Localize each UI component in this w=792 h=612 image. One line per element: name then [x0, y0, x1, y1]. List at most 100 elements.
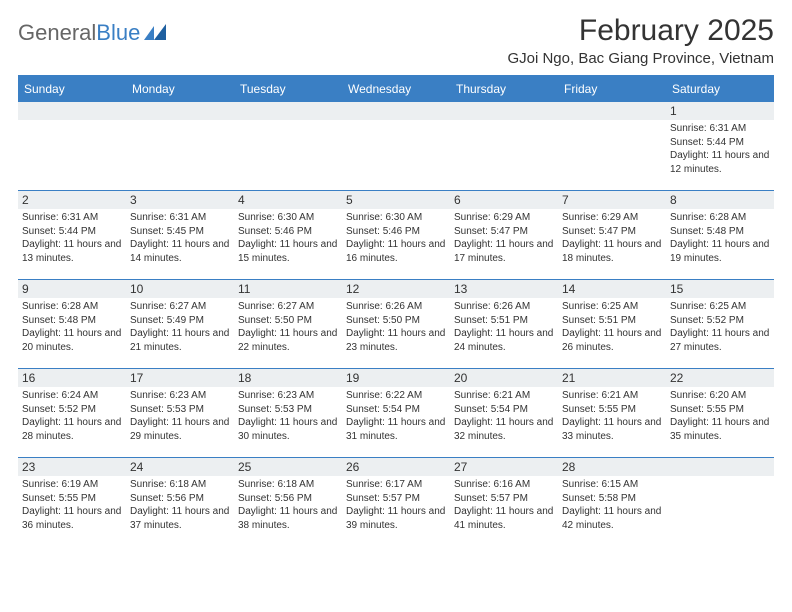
day-info: Sunrise: 6:25 AMSunset: 5:51 PMDaylight:… — [562, 300, 662, 354]
calendar-cell: 22 Sunrise: 6:20 AMSunset: 5:55 PMDayligh… — [666, 369, 774, 457]
day-info: Sunrise: 6:29 AMSunset: 5:47 PMDaylight:… — [454, 211, 554, 265]
daynum-empty — [18, 102, 126, 120]
daynum: 24 — [126, 458, 234, 476]
day-info: Sunrise: 6:21 AMSunset: 5:54 PMDaylight:… — [454, 389, 554, 443]
calendar-week: 23Sunrise: 6:19 AMSunset: 5:55 PMDayligh… — [18, 457, 774, 546]
calendar-cell: 5Sunrise: 6:30 AMSunset: 5:46 PMDaylight… — [342, 191, 450, 279]
title-block: February 2025 GJoi Ngo, Bac Giang Provin… — [507, 14, 774, 67]
logo-icon — [144, 20, 170, 46]
daynum: 4 — [234, 191, 342, 209]
calendar-cell: 15 Sunrise: 6:25 AMSunset: 5:52 PMDayligh… — [666, 280, 774, 368]
day-info: Sunrise: 6:23 AMSunset: 5:53 PMDaylight:… — [130, 389, 230, 443]
calendar-cell: 7 Sunrise: 6:29 AMSunset: 5:47 PMDaylight… — [558, 191, 666, 279]
calendar-cell: 13 Sunrise: 6:26 AMSunset: 5:51 PMDayligh… — [450, 280, 558, 368]
calendar-cell: 8 Sunrise: 6:28 AMSunset: 5:48 PMDaylight… — [666, 191, 774, 279]
daynum: 19 — [342, 369, 450, 387]
daynum-empty — [342, 102, 450, 120]
weeks-container: 1 Sunrise: 6:31 AMSunset: 5:44 PMDaylight… — [18, 101, 774, 546]
calendar-week: 16Sunrise: 6:24 AMSunset: 5:52 PMDayligh… — [18, 368, 774, 457]
daynum-empty — [450, 102, 558, 120]
day-info: Sunrise: 6:28 AMSunset: 5:48 PMDaylight:… — [670, 211, 770, 265]
daynum: 9 — [18, 280, 126, 298]
day-info: Sunrise: 6:15 AMSunset: 5:58 PMDaylight:… — [562, 478, 662, 532]
daynum: 28 — [558, 458, 666, 476]
calendar-week: 2Sunrise: 6:31 AMSunset: 5:44 PMDaylight… — [18, 190, 774, 279]
month-title: February 2025 — [507, 14, 774, 48]
day-info: Sunrise: 6:24 AMSunset: 5:52 PMDaylight:… — [22, 389, 122, 443]
daynum: 7 — [558, 191, 666, 209]
calendar: Sunday Monday Tuesday Wednesday Thursday… — [18, 75, 774, 546]
daynum-empty — [558, 102, 666, 120]
daynum: 13 — [450, 280, 558, 298]
day-info: Sunrise: 6:19 AMSunset: 5:55 PMDaylight:… — [22, 478, 122, 532]
daynum: 20 — [450, 369, 558, 387]
weekday-friday: Friday — [558, 77, 666, 101]
daynum: 2 — [18, 191, 126, 209]
daynum: 3 — [126, 191, 234, 209]
calendar-cell: 27Sunrise: 6:16 AMSunset: 5:57 PMDayligh… — [450, 458, 558, 546]
day-info: Sunrise: 6:21 AMSunset: 5:55 PMDaylight:… — [562, 389, 662, 443]
day-info: Sunrise: 6:29 AMSunset: 5:47 PMDaylight:… — [562, 211, 662, 265]
calendar-cell — [342, 102, 450, 190]
day-info: Sunrise: 6:18 AMSunset: 5:56 PMDaylight:… — [238, 478, 338, 532]
calendar-cell — [126, 102, 234, 190]
day-info: Sunrise: 6:17 AMSunset: 5:57 PMDaylight:… — [346, 478, 446, 532]
daynum-empty — [234, 102, 342, 120]
calendar-cell — [666, 458, 774, 546]
calendar-cell: 26 Sunrise: 6:17 AMSunset: 5:57 PMDayligh… — [342, 458, 450, 546]
day-info: Sunrise: 6:26 AMSunset: 5:51 PMDaylight:… — [454, 300, 554, 354]
calendar-cell: 1 Sunrise: 6:31 AMSunset: 5:44 PMDaylight… — [666, 102, 774, 190]
daynum: 8 — [666, 191, 774, 209]
calendar-cell: 9Sunrise: 6:28 AMSunset: 5:48 PMDaylight… — [18, 280, 126, 368]
day-info: Sunrise: 6:27 AMSunset: 5:50 PMDaylight:… — [238, 300, 338, 354]
weekday-saturday: Saturday — [666, 77, 774, 101]
daynum: 6 — [450, 191, 558, 209]
daynum: 14 — [558, 280, 666, 298]
daynum: 22 — [666, 369, 774, 387]
weekday-header: Sunday Monday Tuesday Wednesday Thursday… — [18, 77, 774, 101]
daynum: 10 — [126, 280, 234, 298]
daynum: 12 — [342, 280, 450, 298]
weekday-sunday: Sunday — [18, 77, 126, 101]
calendar-cell: 24Sunrise: 6:18 AMSunset: 5:56 PMDayligh… — [126, 458, 234, 546]
calendar-cell: 25 Sunrise: 6:18 AMSunset: 5:56 PMDayligh… — [234, 458, 342, 546]
brand-part1: General — [18, 20, 96, 46]
day-info: Sunrise: 6:20 AMSunset: 5:55 PMDaylight:… — [670, 389, 770, 443]
calendar-cell — [450, 102, 558, 190]
day-info: Sunrise: 6:31 AMSunset: 5:45 PMDaylight:… — [130, 211, 230, 265]
calendar-cell: 11 Sunrise: 6:27 AMSunset: 5:50 PMDayligh… — [234, 280, 342, 368]
weekday-tuesday: Tuesday — [234, 77, 342, 101]
calendar-cell: 12Sunrise: 6:26 AMSunset: 5:50 PMDayligh… — [342, 280, 450, 368]
calendar-week: 9Sunrise: 6:28 AMSunset: 5:48 PMDaylight… — [18, 279, 774, 368]
calendar-cell — [558, 102, 666, 190]
day-info: Sunrise: 6:27 AMSunset: 5:49 PMDaylight:… — [130, 300, 230, 354]
day-info: Sunrise: 6:16 AMSunset: 5:57 PMDaylight:… — [454, 478, 554, 532]
daynum: 25 — [234, 458, 342, 476]
daynum: 1 — [666, 102, 774, 120]
calendar-cell: 23Sunrise: 6:19 AMSunset: 5:55 PMDayligh… — [18, 458, 126, 546]
calendar-cell: 2Sunrise: 6:31 AMSunset: 5:44 PMDaylight… — [18, 191, 126, 279]
calendar-cell: 18 Sunrise: 6:23 AMSunset: 5:53 PMDayligh… — [234, 369, 342, 457]
daynum: 15 — [666, 280, 774, 298]
calendar-cell: 4 Sunrise: 6:30 AMSunset: 5:46 PMDaylight… — [234, 191, 342, 279]
daynum: 21 — [558, 369, 666, 387]
weekday-thursday: Thursday — [450, 77, 558, 101]
daynum: 11 — [234, 280, 342, 298]
daynum-empty — [126, 102, 234, 120]
calendar-cell — [234, 102, 342, 190]
calendar-week: 1 Sunrise: 6:31 AMSunset: 5:44 PMDaylight… — [18, 101, 774, 190]
brand-logo: GeneralBlue — [18, 14, 170, 46]
calendar-cell — [18, 102, 126, 190]
daynum: 18 — [234, 369, 342, 387]
daynum-empty — [666, 458, 774, 476]
day-info: Sunrise: 6:30 AMSunset: 5:46 PMDaylight:… — [238, 211, 338, 265]
calendar-cell: 3 Sunrise: 6:31 AMSunset: 5:45 PMDaylight… — [126, 191, 234, 279]
daynum: 26 — [342, 458, 450, 476]
calendar-cell: 14 Sunrise: 6:25 AMSunset: 5:51 PMDayligh… — [558, 280, 666, 368]
weekday-monday: Monday — [126, 77, 234, 101]
day-info: Sunrise: 6:31 AMSunset: 5:44 PMDaylight:… — [670, 122, 770, 176]
day-info: Sunrise: 6:22 AMSunset: 5:54 PMDaylight:… — [346, 389, 446, 443]
day-info: Sunrise: 6:25 AMSunset: 5:52 PMDaylight:… — [670, 300, 770, 354]
calendar-cell: 6 Sunrise: 6:29 AMSunset: 5:47 PMDaylight… — [450, 191, 558, 279]
day-info: Sunrise: 6:23 AMSunset: 5:53 PMDaylight:… — [238, 389, 338, 443]
